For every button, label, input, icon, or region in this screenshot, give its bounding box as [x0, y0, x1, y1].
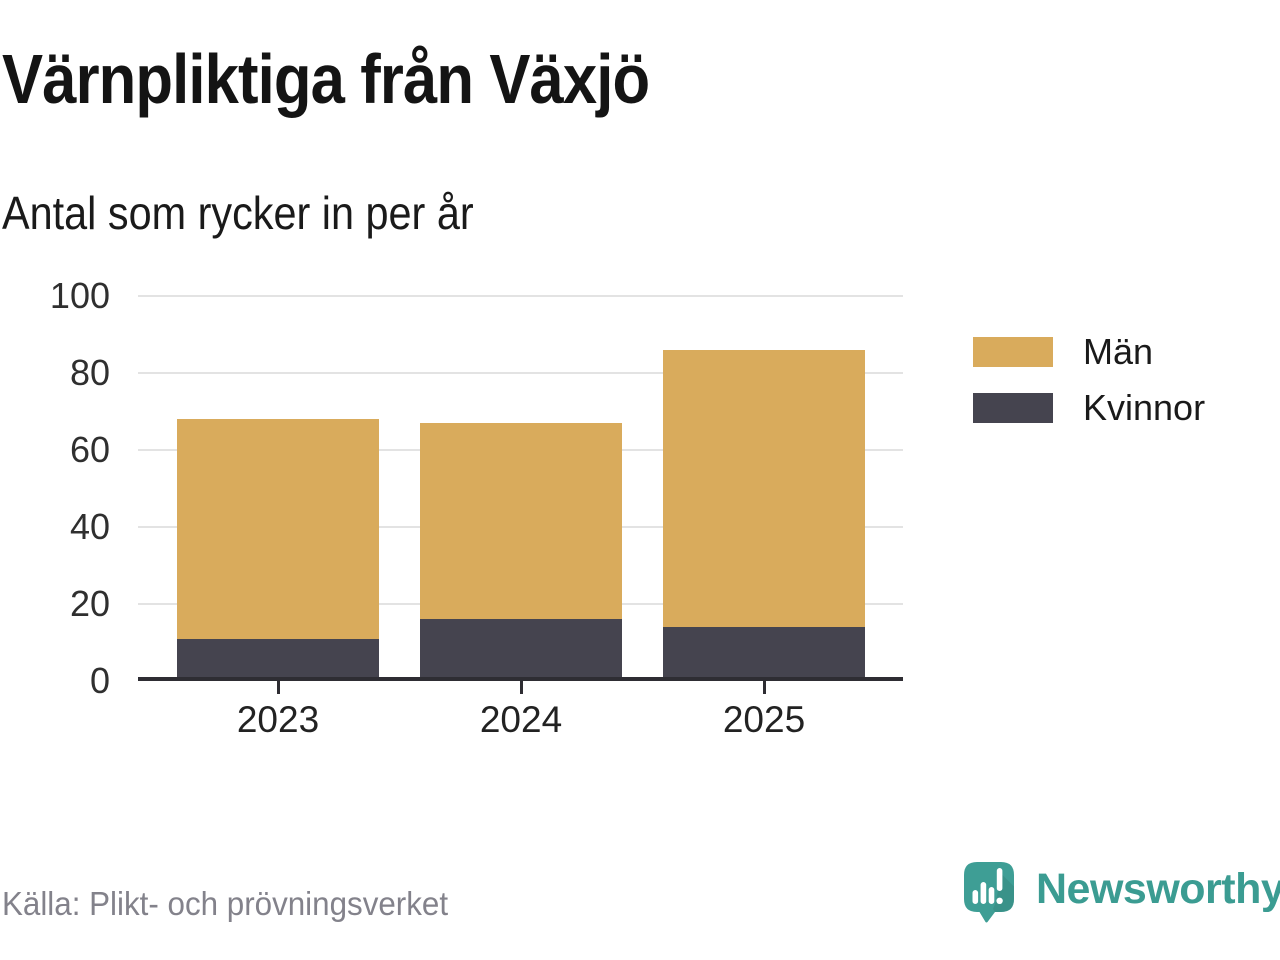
newsworthy-wordmark: Newsworthy: [1036, 865, 1280, 913]
stacked-bar-2025: [663, 349, 865, 681]
bar-slot-2024: [420, 296, 663, 681]
chart-subtitle: Antal som rycker in per år: [2, 187, 474, 239]
bar-slot-2025: [663, 296, 906, 681]
gridline-100: [138, 295, 903, 297]
x-axis-line: [138, 677, 903, 681]
y-tick-label-60: 60: [69, 429, 110, 470]
x-tick-label-2025: 2025: [722, 699, 806, 740]
bar-slot-2023: [177, 296, 420, 681]
bar-segment-kvinnor-2024: [420, 619, 622, 681]
legend: Män Kvinnor: [973, 331, 1206, 428]
bar-segment-kvinnor-2025: [663, 627, 865, 681]
x-tick-label-2023: 2023: [236, 699, 320, 740]
stacked-bar-2024: [420, 423, 622, 681]
legend-swatch-män: [973, 337, 1053, 367]
bar-segment-män-2025: [663, 349, 865, 628]
y-tick-label-20: 20: [69, 583, 110, 624]
x-tick-2023: [276, 681, 280, 694]
bar-segment-kvinnor-2023: [177, 638, 379, 681]
legend-item-män: Män: [973, 331, 1205, 372]
stacked-bar-2023: [177, 419, 379, 681]
y-tick-label-100: 100: [49, 275, 110, 316]
newsworthy-logo: Newsworthy: [964, 862, 1280, 923]
x-tick-2025: [762, 681, 766, 694]
plot-area: 2023 2024 2025: [138, 295, 906, 740]
newsworthy-bar-chart-bubble-icon: [964, 862, 1014, 923]
gridline-80: [138, 372, 903, 374]
y-tick-label-80: 80: [69, 352, 110, 393]
legend-swatch-kvinnor: [973, 393, 1053, 423]
y-tick-label-0: 0: [89, 660, 110, 701]
bar-segment-män-2024: [420, 423, 622, 620]
legend-label-män: Män: [1083, 331, 1154, 372]
x-tick-2024: [519, 681, 523, 694]
bars-layer: [177, 296, 906, 681]
chart-title: Värnpliktiga från Växjö: [2, 40, 650, 118]
source-note: Källa: Plikt- och prövningsverket: [2, 885, 449, 922]
y-tick-label-40: 40: [69, 506, 110, 547]
x-tick-label-2024: 2024: [479, 699, 563, 740]
legend-label-kvinnor: Kvinnor: [1083, 387, 1206, 428]
y-axis-labels: 0 20 40 60 80 100: [0, 275, 110, 701]
bar-segment-män-2023: [177, 419, 379, 639]
legend-item-kvinnor: Kvinnor: [973, 387, 1206, 428]
